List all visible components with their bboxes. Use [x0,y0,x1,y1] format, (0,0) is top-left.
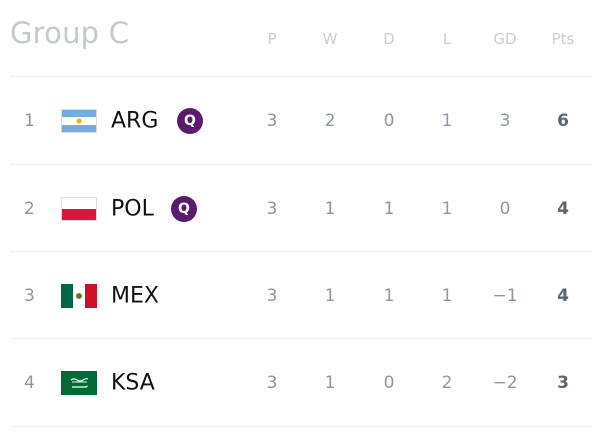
column-header-played: P [267,30,277,48]
column-header-goal-difference: GD [493,30,517,48]
column-header-won: W [322,30,338,48]
divider [10,338,592,339]
poland-flag-icon [61,196,97,221]
rank: 4 [24,372,35,393]
stat-goal-difference: 3 [499,110,511,131]
rank: 3 [24,285,35,306]
stat-lost: 2 [441,372,453,393]
group-title: Group C [10,16,130,50]
divider [10,251,592,252]
column-header-drawn: D [383,30,395,48]
stat-goal-difference: −2 [492,372,518,393]
stat-drawn: 0 [383,110,395,131]
table-header: Group C P W D L GD Pts [0,0,607,76]
stat-drawn: 1 [383,285,395,306]
stat-points: 6 [557,110,569,131]
stat-points: 4 [557,198,569,219]
table-row[interactable]: 1 ARG Q 3 2 0 1 3 6 [0,77,607,164]
qualified-badge: Q [177,107,203,134]
argentina-flag-icon [61,108,97,133]
stat-played: 3 [266,198,278,219]
divider [10,164,592,165]
table-row[interactable]: 4 KSA 3 1 0 2 −2 3 [0,339,607,426]
divider [10,426,592,427]
stat-goal-difference: 0 [499,198,511,219]
stat-won: 1 [324,198,336,219]
qualified-badge: Q [171,195,197,222]
team-name[interactable]: POL [111,196,154,221]
divider [10,76,592,77]
stat-points: 3 [557,372,569,393]
stat-won: 1 [324,372,336,393]
saudi-arabia-flag-icon [61,370,97,395]
stat-drawn: 0 [383,372,395,393]
stat-points: 4 [557,285,569,306]
stat-won: 2 [324,110,336,131]
team-name[interactable]: ARG [111,108,159,133]
mexico-flag-icon [61,283,97,308]
rank: 2 [24,198,35,219]
stat-played: 3 [266,110,278,131]
stat-played: 3 [266,285,278,306]
table-row[interactable]: 2 POL Q 3 1 1 1 0 4 [0,165,607,252]
stat-played: 3 [266,372,278,393]
team-name[interactable]: KSA [111,370,155,395]
team-name[interactable]: MEX [111,283,159,308]
stat-lost: 1 [441,285,453,306]
stat-won: 1 [324,285,336,306]
stat-lost: 1 [441,110,453,131]
stat-lost: 1 [441,198,453,219]
rank: 1 [24,110,35,131]
column-header-points: Pts [551,30,575,48]
stat-drawn: 1 [383,198,395,219]
column-header-lost: L [442,30,452,48]
stat-goal-difference: −1 [492,285,518,306]
table-row[interactable]: 3 MEX 3 1 1 1 −1 4 [0,252,607,339]
